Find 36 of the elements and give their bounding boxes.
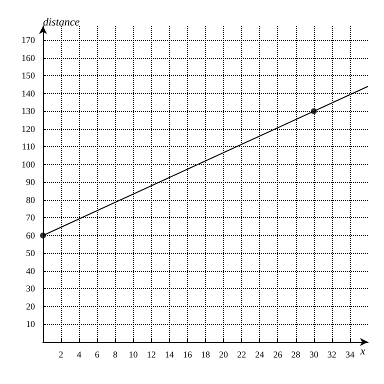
x-tick-label: 8 [112,350,118,360]
y-tick-label: 80 [26,194,36,205]
x-tick-label: 34 [345,350,355,360]
y-tick-label: 170 [22,35,36,46]
y-tick-label: 70 [26,212,36,223]
y-tick-label: 90 [26,177,36,188]
x-tick-label: 16 [182,350,192,360]
x-tick-label: 32 [327,350,336,360]
x-tick-label: 28 [291,350,301,360]
y-tick-label: 100 [22,159,36,170]
x-tick-label: 22 [237,350,246,360]
x-tick-label: 26 [273,350,283,360]
y-tick-label: 130 [22,106,36,116]
x-tick-label: 2 [58,350,64,360]
y-tick-label: 50 [26,248,36,258]
y-tick-label: 10 [26,319,36,330]
y-tick-label: 120 [22,124,36,134]
x-tick-label: 18 [201,350,210,360]
x-tick-label: 12 [146,350,156,360]
y-tick-label: 20 [26,301,36,312]
y-tick-label: 140 [22,88,36,98]
x-tick-label: 10 [128,350,138,360]
y-tick-label: 40 [26,266,36,276]
y-tick-label: 30 [26,284,36,294]
x-axis-title: x [359,346,366,358]
y-tick-label: 150 [22,70,36,81]
y-tick-label: 60 [26,230,36,240]
x-tick-label: 6 [94,350,100,360]
y-tick-label: 160 [22,52,36,63]
x-tick-label: 24 [255,350,265,360]
y-axis-title: distance [43,16,80,28]
x-tick-label: 4 [76,350,82,360]
x-tick-label: 14 [164,350,174,360]
x-tick-label: 20 [219,350,229,360]
y-tick-label: 110 [22,142,36,152]
x-tick-label: 30 [309,350,319,360]
